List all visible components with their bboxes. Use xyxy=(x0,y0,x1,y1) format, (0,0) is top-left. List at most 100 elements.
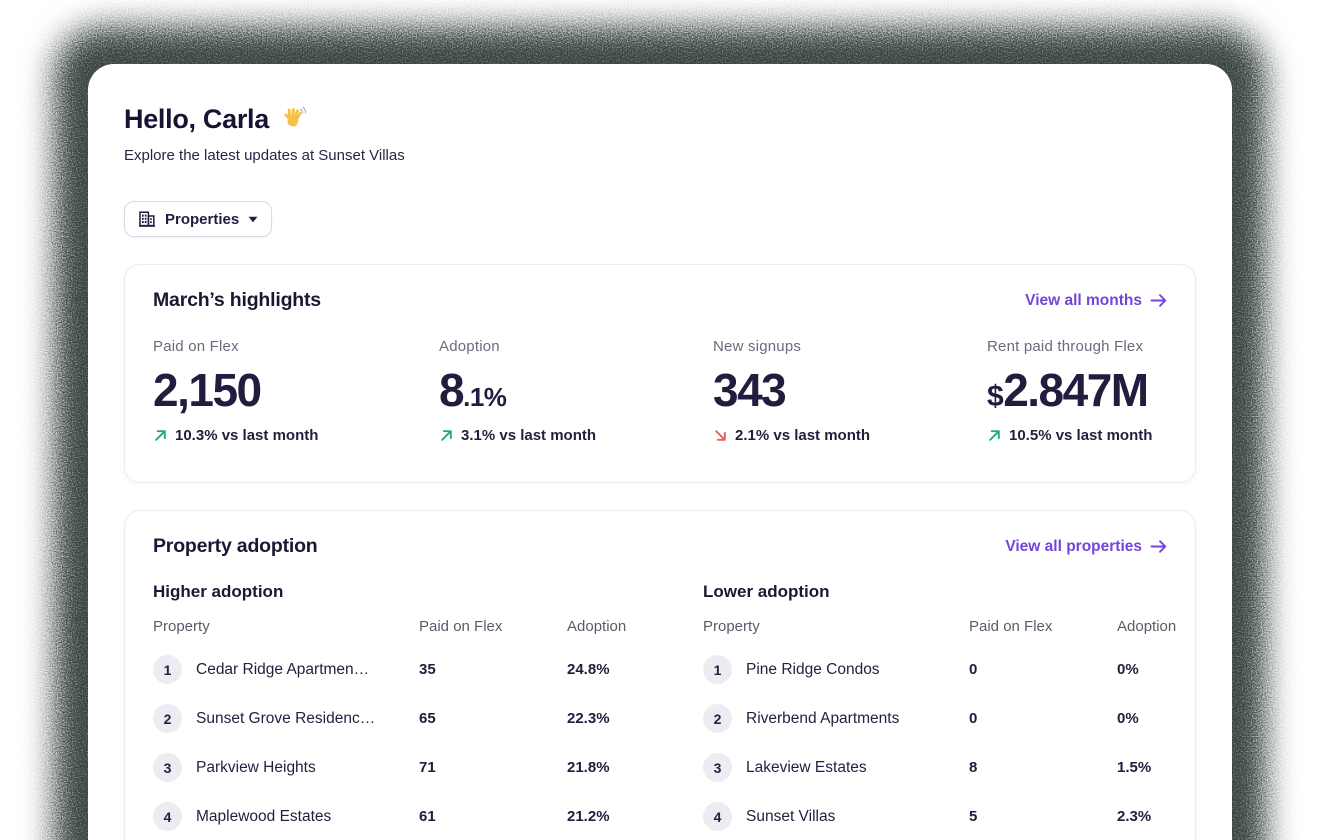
metric-value: $2.847M xyxy=(987,364,1149,416)
property-name: Parkview Heights xyxy=(196,758,316,776)
property-name: Pine Ridge Condos xyxy=(746,660,880,678)
metric-paid-on-flex: Paid on Flex 2,150 10.3% vs last month xyxy=(153,338,439,444)
arrow-right-icon xyxy=(1150,539,1167,554)
trend-up-icon xyxy=(439,428,454,443)
property-name: Sunset Grove Residenc… xyxy=(196,709,376,727)
properties-dropdown-label: Properties xyxy=(165,210,240,228)
rank-badge: 4 xyxy=(153,802,182,831)
chevron-down-icon xyxy=(248,216,258,223)
adoption-value: 21.8% xyxy=(567,759,610,776)
column-adoption: Adoption xyxy=(1117,618,1177,635)
arrow-right-icon xyxy=(1150,293,1167,308)
lower-adoption-heading: Lower adoption xyxy=(703,582,830,601)
paid-on-flex-value: 65 xyxy=(419,710,436,727)
metric-label: New signups xyxy=(713,338,802,355)
table-row[interactable]: 3 Lakeview Estates 8 1.5% xyxy=(703,743,1169,792)
rank-badge: 3 xyxy=(703,753,732,782)
trend-down-icon xyxy=(713,428,728,443)
adoption-title: Property adoption xyxy=(153,535,318,557)
adoption-value: 24.8% xyxy=(567,661,610,678)
paid-on-flex-value: 8 xyxy=(969,759,978,776)
table-row[interactable]: 4 Sunset Villas 5 2.3% xyxy=(703,792,1169,840)
metric-label: Rent paid through Flex xyxy=(987,338,1144,355)
highlights-card: March’s highlights View all months Paid … xyxy=(124,264,1196,483)
metric-adoption: Adoption 8.1% 3.1% vs last month xyxy=(439,338,713,444)
property-adoption-card: Property adoption View all properties Hi… xyxy=(124,510,1196,840)
table-row[interactable]: 4 Maplewood Estates 61 21.2% xyxy=(153,792,619,840)
paid-on-flex-value: 71 xyxy=(419,759,436,776)
page-header: Hello, Carla xyxy=(124,104,405,164)
greeting-text: Hello, Carla xyxy=(124,104,269,134)
table-row[interactable]: 2 Sunset Grove Residenc… 65 22.3% xyxy=(153,694,619,743)
rank-badge: 4 xyxy=(703,802,732,831)
property-name-cell: 1 Cedar Ridge Apartmen… xyxy=(153,655,419,684)
dashboard-panel: Hello, Carla xyxy=(88,64,1232,840)
paid-on-flex-value: 0 xyxy=(969,710,978,727)
property-name: Maplewood Estates xyxy=(196,807,332,825)
higher-adoption-table: Higher adoption Property Paid on Flex Ad… xyxy=(153,582,626,840)
adoption-tables: Higher adoption Property Paid on Flex Ad… xyxy=(153,582,1176,840)
property-name-cell: 2 Sunset Grove Residenc… xyxy=(153,704,419,733)
table-row[interactable]: 1 Cedar Ridge Apartmen… 35 24.8% xyxy=(153,645,619,694)
highlights-card-head: March’s highlights View all months xyxy=(153,289,1167,312)
metric-new-signups: New signups 343 2.1% vs last month xyxy=(713,338,987,444)
property-name-cell: 3 Parkview Heights xyxy=(153,753,419,782)
highlights-title: March’s highlights xyxy=(153,289,321,311)
metric-label: Paid on Flex xyxy=(153,338,239,355)
adoption-value: 0% xyxy=(1117,710,1139,727)
property-name: Lakeview Estates xyxy=(746,758,867,776)
paid-on-flex-value: 35 xyxy=(419,661,436,678)
metric-delta-text: 10.3% vs last month xyxy=(175,427,319,444)
rank-badge: 1 xyxy=(703,655,732,684)
column-property: Property xyxy=(703,618,760,635)
property-name: Riverbend Apartments xyxy=(746,709,900,727)
column-paid-on-flex: Paid on Flex xyxy=(969,618,1053,635)
view-all-properties-label: View all properties xyxy=(1005,537,1142,555)
property-name-cell: 4 Sunset Villas xyxy=(703,802,969,831)
property-name-cell: 4 Maplewood Estates xyxy=(153,802,419,831)
table-row[interactable]: 1 Pine Ridge Condos 0 0% xyxy=(703,645,1169,694)
table-row[interactable]: 3 Parkview Heights 71 21.8% xyxy=(153,743,619,792)
metrics-row: Paid on Flex 2,150 10.3% vs last month A… xyxy=(153,338,1167,444)
table-row[interactable]: 2 Riverbend Apartments 0 0% xyxy=(703,694,1169,743)
property-name-cell: 2 Riverbend Apartments xyxy=(703,704,969,733)
adoption-value: 21.2% xyxy=(567,808,610,825)
metric-delta: 10.5% vs last month xyxy=(987,427,1167,444)
metric-delta: 3.1% vs last month xyxy=(439,427,713,444)
trend-up-icon xyxy=(153,428,168,443)
metric-delta: 10.3% vs last month xyxy=(153,427,439,444)
rank-badge: 2 xyxy=(153,704,182,733)
waving-hand-icon xyxy=(279,106,306,133)
rank-badge: 1 xyxy=(153,655,182,684)
paid-on-flex-value: 0 xyxy=(969,661,978,678)
column-paid-on-flex: Paid on Flex xyxy=(419,618,503,635)
adoption-value: 1.5% xyxy=(1117,759,1152,776)
rank-badge: 2 xyxy=(703,704,732,733)
metric-label: Adoption xyxy=(439,338,500,355)
metric-delta-text: 3.1% vs last month xyxy=(461,427,597,444)
metric-delta-text: 10.5% vs last month xyxy=(1009,427,1153,444)
trend-up-icon xyxy=(987,428,1002,443)
property-name-cell: 1 Pine Ridge Condos xyxy=(703,655,969,684)
rank-badge: 3 xyxy=(153,753,182,782)
page-subtitle: Explore the latest updates at Sunset Vil… xyxy=(124,147,405,164)
building-icon xyxy=(138,210,156,228)
properties-dropdown[interactable]: Properties xyxy=(124,201,273,237)
view-all-months-link[interactable]: View all months xyxy=(1025,292,1167,310)
paid-on-flex-value: 5 xyxy=(969,808,978,825)
table-header: Property Paid on Flex Adoption xyxy=(153,618,626,635)
adoption-value: 0% xyxy=(1117,661,1139,678)
column-adoption: Adoption xyxy=(567,618,627,635)
property-name: Cedar Ridge Apartmen… xyxy=(196,660,370,678)
metric-rent-paid: Rent paid through Flex $2.847M 10.5% vs … xyxy=(987,338,1167,444)
metric-value: 343 xyxy=(713,364,787,416)
view-all-properties-link[interactable]: View all properties xyxy=(1005,538,1167,556)
metric-delta-text: 2.1% vs last month xyxy=(735,427,871,444)
column-property: Property xyxy=(153,618,210,635)
adoption-value: 2.3% xyxy=(1117,808,1152,825)
metric-value: 8.1% xyxy=(439,364,507,416)
adoption-card-head: Property adoption View all properties xyxy=(153,535,1167,558)
metric-delta: 2.1% vs last month xyxy=(713,427,987,444)
view-all-months-label: View all months xyxy=(1025,291,1142,309)
